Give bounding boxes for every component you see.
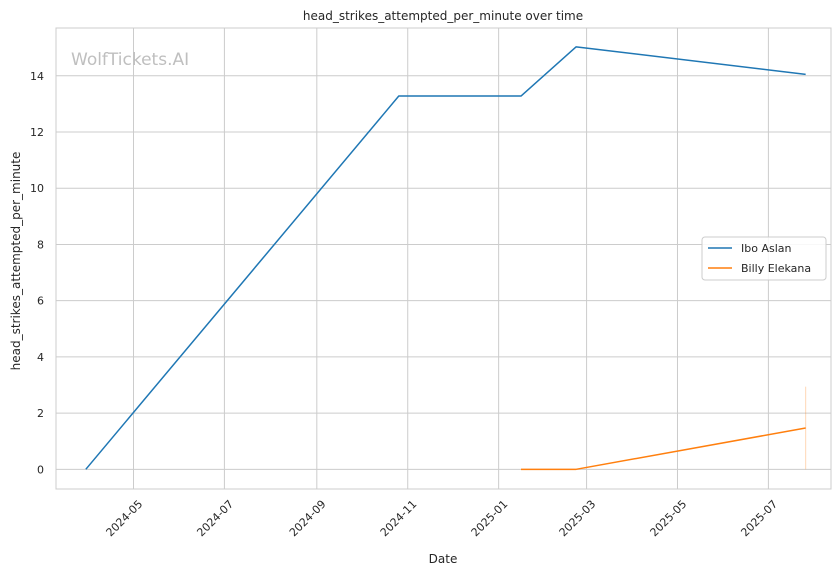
y-tick-labels: 0 2 4 6 8 10 12 14 [30, 70, 44, 477]
plot-frame [55, 27, 832, 490]
series-lines [85, 46, 806, 471]
watermark: WolfTickets.AI [71, 50, 189, 70]
chart-title: head_strikes_attempted_per_minute over t… [303, 9, 583, 23]
legend-label-billy-elekana: Billy Elekana [741, 262, 811, 275]
y-tick-label: 12 [30, 126, 44, 139]
legend: Ibo Aslan Billy Elekana [701, 236, 827, 281]
y-tick-label: 2 [37, 407, 44, 420]
legend-label-ibo-aslan: Ibo Aslan [741, 242, 792, 255]
y-tick-label: 10 [30, 182, 44, 195]
series-line-ibo-aslan [85, 46, 806, 470]
y-tick-label: 6 [37, 295, 44, 308]
y-axis-label: head_strikes_attempted_per_minute [9, 152, 23, 371]
grid [56, 28, 831, 489]
y-tick-label: 0 [37, 463, 44, 476]
y-tick-label: 4 [37, 351, 44, 364]
legend-box [701, 236, 827, 281]
x-axis-label: Date [429, 552, 458, 566]
y-tick-label: 14 [30, 70, 44, 83]
series-line-billy-elekana [521, 427, 806, 471]
y-tick-label: 8 [37, 238, 44, 251]
